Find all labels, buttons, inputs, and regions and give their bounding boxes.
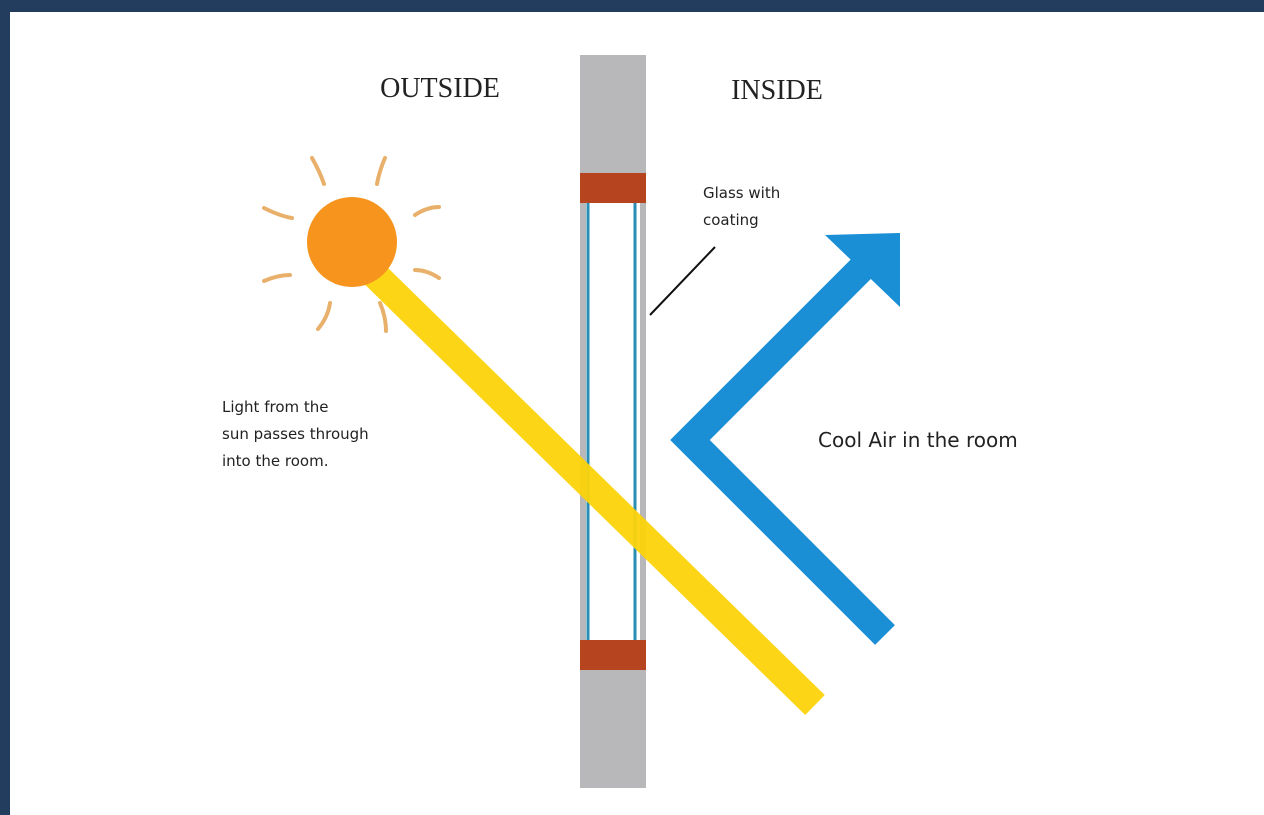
- outside-label: OUTSIDE: [380, 73, 500, 104]
- diagram: OUTSIDE INSIDE Glass with coating Light …: [0, 0, 1264, 815]
- cool-air-label: Cool Air in the room: [818, 428, 1018, 452]
- light-label: Light from the: [222, 398, 329, 416]
- seal: [580, 640, 646, 670]
- glass-label: Glass with: [703, 184, 780, 202]
- light-label: into the room.: [222, 452, 328, 470]
- sun: [307, 197, 397, 287]
- seal: [580, 173, 646, 203]
- light-label: sun passes through: [222, 425, 369, 443]
- page: OUTSIDE INSIDE Glass with coating Light …: [0, 0, 1264, 815]
- window-gap: [586, 203, 640, 640]
- glass-label: coating: [703, 211, 759, 229]
- inside-label: INSIDE: [731, 75, 823, 106]
